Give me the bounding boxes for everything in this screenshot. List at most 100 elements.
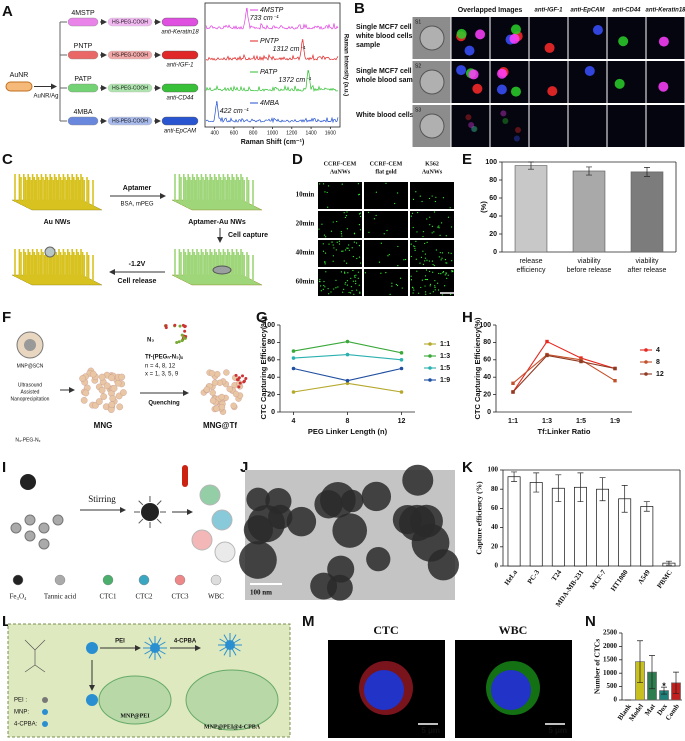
legend-icon <box>174 574 186 586</box>
cell-spot <box>368 231 370 233</box>
cell-spot <box>387 255 389 257</box>
marker <box>579 356 583 360</box>
nanoparticle <box>411 523 450 562</box>
micrograph <box>364 182 408 209</box>
cell-spot <box>347 272 349 274</box>
error-bar <box>665 560 672 566</box>
column-header: flat gold <box>375 169 397 175</box>
cell-spot <box>434 285 436 287</box>
marker <box>545 353 549 358</box>
micrograph <box>529 105 568 147</box>
coating <box>138 518 144 524</box>
nanoparticle <box>243 515 274 545</box>
marker <box>399 358 404 362</box>
nanogel-particle <box>118 373 126 381</box>
label: AuNR/Ag <box>33 94 58 100</box>
panel-label: D <box>292 151 303 168</box>
legend-marker <box>644 348 648 352</box>
cell-spot <box>358 284 360 286</box>
spectrum <box>205 102 339 124</box>
nanoparticle <box>239 541 277 579</box>
peak-marker <box>215 101 218 103</box>
cell-spot <box>359 292 361 294</box>
y-tick-label: 500 <box>607 682 618 690</box>
cell-spot <box>355 283 357 285</box>
nanogel-particle <box>223 369 230 376</box>
cell-spot <box>445 273 447 275</box>
protein <box>238 381 242 385</box>
linker-particle <box>107 116 153 126</box>
cell-spot <box>351 247 353 249</box>
nanogel-particle <box>82 389 90 397</box>
legend-label: 1:9 <box>440 377 450 384</box>
label: MNG <box>94 421 113 430</box>
cell-spot <box>322 183 325 185</box>
label: N₃-PEG-N₃ <box>15 437 40 443</box>
mnp <box>86 694 98 706</box>
cell-spot <box>353 293 355 295</box>
cell-spot <box>357 183 359 185</box>
cell-spot <box>410 279 413 281</box>
peak-marker <box>245 8 248 10</box>
label: anti-EpCAM <box>164 129 196 135</box>
cell-spot <box>318 228 320 230</box>
cell-spot <box>333 247 335 249</box>
fluorescence <box>592 24 603 35</box>
panel-label: K <box>462 459 473 476</box>
cell-spot <box>383 233 385 235</box>
cell-spot <box>324 252 327 254</box>
cell-spot <box>333 288 335 290</box>
linker-particle <box>107 83 153 93</box>
plot-frame <box>204 2 341 128</box>
label: 4-CPBA <box>174 639 197 645</box>
fluorescence <box>468 69 479 80</box>
nanogel-particle <box>98 373 106 381</box>
cell-spot <box>345 281 347 284</box>
zoom <box>185 669 279 731</box>
x-tick-label: 1400 <box>306 130 317 136</box>
nanoparticle <box>361 481 392 512</box>
cell-spot <box>441 257 443 259</box>
cell-spot <box>419 262 421 264</box>
y-tick-label: 40 <box>489 213 497 220</box>
y-axis-label: CTC Capturing Efficiency(%) <box>473 317 482 420</box>
cell-spot <box>380 272 382 274</box>
cell-spot <box>438 227 440 229</box>
x-tick-label: release <box>520 258 543 265</box>
antibody-particle <box>161 83 199 93</box>
y-tick-label: 60 <box>489 195 497 202</box>
cell-spot <box>328 293 330 295</box>
legend-marker <box>644 372 648 376</box>
nanogel-particle <box>95 398 103 405</box>
protein <box>173 323 177 327</box>
mnp-core <box>24 339 36 351</box>
cell-spot <box>394 202 396 205</box>
cell-spot <box>429 216 431 218</box>
spectrum <box>205 40 339 62</box>
cell-spot <box>412 198 415 200</box>
cell-spot <box>447 216 450 218</box>
legend-label: Tannic acid <box>44 593 77 601</box>
cell-spot <box>440 259 442 261</box>
nanogel-particle <box>103 382 111 390</box>
series-line <box>293 367 402 382</box>
cell-spot <box>352 255 354 258</box>
label: anti-IGF-1 <box>535 8 564 14</box>
cell-spot <box>375 214 377 217</box>
cell-spot <box>350 277 352 279</box>
cell-spot <box>335 249 337 251</box>
label: anti-IGF-1 <box>166 63 193 69</box>
marker <box>345 378 350 383</box>
cell-spot <box>323 284 325 287</box>
cell-spot <box>442 270 445 273</box>
label: anti-Keratin18 <box>645 8 685 14</box>
cell-spot <box>426 218 428 220</box>
nanoparticle <box>340 489 364 513</box>
legend-label: 4 <box>656 347 660 354</box>
marker <box>345 352 350 357</box>
error-bar <box>599 477 606 502</box>
y-tick-label: 100 <box>488 466 499 474</box>
x-tick-label: viability <box>636 258 659 265</box>
cell-spot <box>385 271 387 274</box>
nanogel-particle <box>218 393 225 401</box>
